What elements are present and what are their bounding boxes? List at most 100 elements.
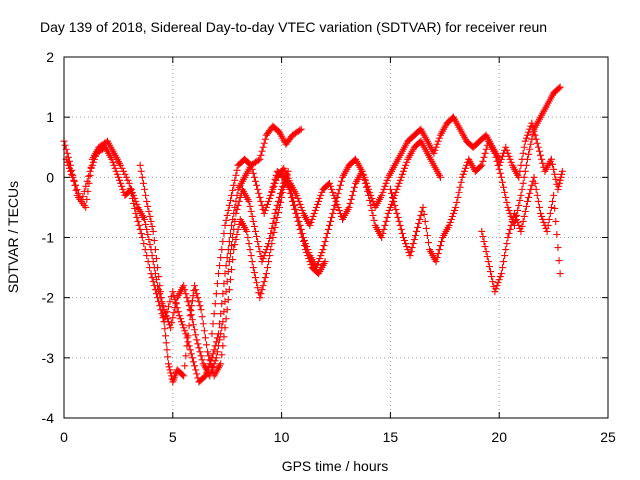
data-point xyxy=(262,203,270,211)
data-point xyxy=(193,290,201,298)
data-point xyxy=(77,197,85,205)
data-point xyxy=(142,220,150,228)
data-point xyxy=(261,274,269,282)
data-point xyxy=(535,203,543,211)
data-point xyxy=(368,194,376,202)
data-point xyxy=(246,246,254,254)
data-point xyxy=(117,161,125,169)
data-point xyxy=(315,197,323,205)
data-point xyxy=(530,173,538,181)
data-point xyxy=(506,225,514,233)
data-point xyxy=(446,218,454,226)
data-point xyxy=(175,312,183,320)
data-point xyxy=(498,152,506,160)
data-point xyxy=(325,221,333,229)
data-point xyxy=(359,170,367,178)
data-point xyxy=(244,234,252,241)
data-point xyxy=(148,252,156,260)
data-point xyxy=(519,217,527,225)
data-point xyxy=(108,155,116,163)
data-point xyxy=(402,240,410,248)
data-point xyxy=(556,176,564,184)
data-point xyxy=(88,161,96,169)
data-point xyxy=(503,240,511,248)
data-point xyxy=(248,165,256,173)
data-point xyxy=(270,179,278,187)
data-point xyxy=(497,270,505,278)
data-point xyxy=(286,185,294,193)
data-point xyxy=(247,252,255,260)
data-point xyxy=(187,307,195,315)
data-point xyxy=(547,203,555,211)
data-point xyxy=(411,231,419,239)
data-point xyxy=(119,167,127,175)
data-point xyxy=(113,170,121,178)
data-point xyxy=(226,196,234,204)
data-point xyxy=(478,227,486,235)
data-point xyxy=(317,252,325,260)
data-point xyxy=(492,285,500,293)
data-point xyxy=(271,175,279,183)
data-point xyxy=(183,294,191,302)
data-point xyxy=(246,160,254,168)
data-point xyxy=(365,185,373,193)
data-point xyxy=(398,229,406,237)
data-point xyxy=(180,282,188,290)
data-point xyxy=(391,201,399,209)
data-point xyxy=(76,193,84,201)
data-point xyxy=(151,246,159,254)
data-point xyxy=(307,218,315,226)
data-point xyxy=(546,209,554,217)
data-point xyxy=(68,170,76,178)
data-point xyxy=(256,294,264,302)
data-point xyxy=(188,316,196,324)
data-point xyxy=(517,227,525,235)
data-point xyxy=(254,238,262,246)
data-point xyxy=(414,223,422,231)
data-point xyxy=(164,360,172,368)
data-point xyxy=(518,155,526,163)
data-point xyxy=(225,286,233,294)
data-point xyxy=(257,290,265,298)
series-track-a xyxy=(60,122,305,386)
series-track-b xyxy=(62,143,292,380)
data-point xyxy=(389,193,397,201)
data-point xyxy=(111,164,119,172)
data-point xyxy=(448,212,456,220)
data-point xyxy=(218,351,226,359)
data-point xyxy=(378,191,386,199)
data-point xyxy=(310,209,318,217)
data-point xyxy=(247,207,255,215)
data-point xyxy=(295,217,303,225)
data-point xyxy=(386,185,394,193)
data-point xyxy=(368,206,376,214)
data-point xyxy=(327,217,335,225)
data-point xyxy=(513,215,521,223)
data-point xyxy=(337,177,345,185)
data-point xyxy=(450,209,458,217)
data-point xyxy=(555,257,563,265)
data-point xyxy=(415,219,423,227)
data-point xyxy=(243,227,251,235)
data-point xyxy=(482,145,490,153)
data-point xyxy=(149,258,157,266)
data-point xyxy=(556,270,564,278)
data-point xyxy=(271,209,279,217)
data-point xyxy=(65,164,73,172)
data-point xyxy=(259,143,267,151)
data-point xyxy=(555,84,563,92)
data-point xyxy=(484,258,492,266)
data-point xyxy=(222,216,230,224)
data-point xyxy=(263,243,271,251)
data-point xyxy=(556,83,564,91)
data-point xyxy=(435,134,443,142)
data-point xyxy=(540,218,548,226)
y-axis-ticks: -4 -3 -2 -1 0 1 2 xyxy=(42,49,608,426)
data-point xyxy=(494,279,502,287)
data-point xyxy=(532,185,540,193)
data-point xyxy=(266,235,274,243)
data-point xyxy=(269,183,277,191)
data-point xyxy=(188,302,196,310)
data-point xyxy=(309,212,317,220)
